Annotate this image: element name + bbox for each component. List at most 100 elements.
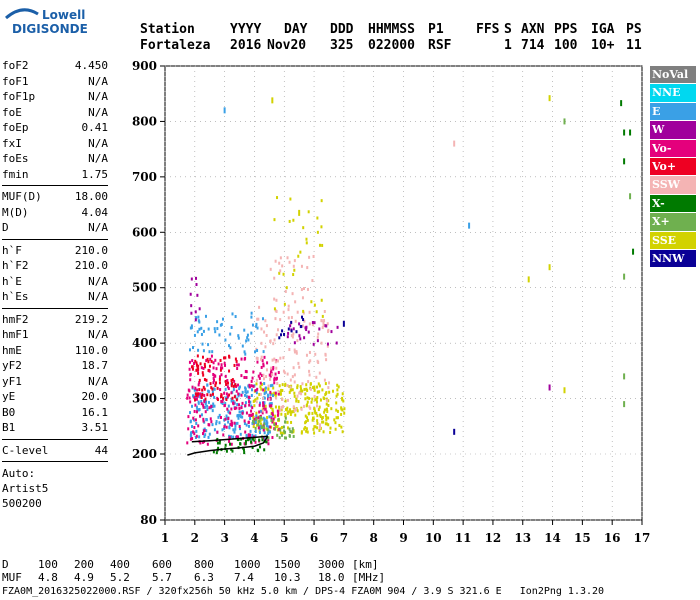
echo-point bbox=[277, 417, 280, 421]
echo-point bbox=[291, 388, 294, 392]
echo-point bbox=[296, 386, 299, 390]
param-foes: foEs N/A bbox=[2, 151, 108, 167]
echo-point bbox=[265, 419, 268, 423]
echo-point bbox=[196, 365, 199, 369]
echo-point bbox=[308, 373, 311, 377]
echo-point bbox=[271, 407, 274, 411]
echo-point bbox=[300, 431, 303, 435]
legend-vo-: Vo- bbox=[650, 139, 696, 157]
echo-point bbox=[206, 442, 209, 446]
echo-point bbox=[244, 401, 247, 405]
echo-point bbox=[295, 350, 298, 354]
echo-point bbox=[305, 353, 308, 357]
param-value: 44 bbox=[94, 443, 108, 457]
echo-point bbox=[275, 366, 278, 370]
y-tick-label: 80 bbox=[140, 513, 157, 527]
echo-point bbox=[280, 388, 283, 392]
echo-point bbox=[215, 367, 218, 371]
echo-point bbox=[285, 408, 288, 412]
echo-point bbox=[280, 433, 283, 437]
echo-point bbox=[194, 398, 197, 402]
echo-point bbox=[259, 392, 262, 396]
echo-point bbox=[201, 440, 204, 444]
echo-point bbox=[335, 416, 338, 420]
echo-point bbox=[256, 349, 259, 353]
echo-point bbox=[283, 371, 286, 375]
echo-point bbox=[271, 413, 274, 417]
param-name: D bbox=[2, 221, 9, 234]
scaled-parameters: foF2 4.450 foF1 N/A foF1p N/A foE N/A foEp 0.41 fx… bbox=[2, 58, 108, 511]
echo-point bbox=[198, 307, 201, 311]
echo-point bbox=[276, 433, 279, 437]
echo-point bbox=[267, 384, 270, 388]
echo-point bbox=[202, 373, 205, 377]
echo-point bbox=[255, 356, 258, 360]
echo-point bbox=[218, 375, 221, 379]
echo-point bbox=[229, 435, 232, 439]
echo-point bbox=[288, 260, 291, 264]
echo-point bbox=[248, 395, 251, 399]
echo-point bbox=[243, 357, 246, 361]
echo-point bbox=[313, 321, 316, 325]
echo-point bbox=[233, 421, 236, 425]
echo-point bbox=[230, 442, 233, 446]
echo-point bbox=[289, 324, 292, 328]
legend-noval: NoVal bbox=[650, 66, 696, 84]
echo-point bbox=[251, 406, 254, 410]
param-fof1p: foF1p N/A bbox=[2, 89, 108, 105]
echo-point bbox=[232, 402, 235, 406]
echo-point bbox=[229, 442, 232, 446]
echo-point bbox=[211, 392, 214, 396]
echo-point bbox=[196, 293, 199, 297]
echo-point bbox=[300, 392, 303, 396]
echo-point bbox=[228, 369, 231, 373]
echo-point bbox=[278, 384, 281, 388]
echo-point bbox=[264, 407, 267, 411]
echo-point bbox=[193, 396, 196, 400]
echo-point bbox=[308, 360, 311, 364]
echo-point bbox=[218, 413, 221, 417]
echo-point bbox=[213, 428, 216, 432]
echo-point bbox=[262, 409, 265, 413]
echo-point bbox=[203, 434, 206, 438]
echo-point bbox=[279, 256, 282, 260]
echo-point bbox=[312, 386, 315, 390]
echo-point bbox=[295, 351, 298, 355]
echo-point bbox=[620, 100, 623, 107]
echo-point bbox=[334, 427, 337, 431]
echo-point bbox=[262, 401, 265, 405]
echo-point bbox=[303, 319, 306, 323]
echo-point bbox=[247, 424, 250, 428]
param-value: 0.41 bbox=[81, 121, 109, 134]
echo-point bbox=[249, 433, 252, 437]
echo-point bbox=[288, 390, 291, 394]
x-tick-label: 17 bbox=[634, 531, 651, 545]
echo-point bbox=[292, 430, 295, 434]
echo-point bbox=[279, 392, 282, 396]
echo-point bbox=[256, 387, 259, 391]
echo-point bbox=[320, 341, 323, 345]
echo-point bbox=[227, 404, 230, 408]
echo-point bbox=[281, 389, 284, 393]
echo-point bbox=[241, 411, 244, 415]
echo-point bbox=[235, 406, 238, 410]
header-labels-4: HHMMSS bbox=[368, 22, 415, 37]
echo-point bbox=[223, 425, 226, 429]
echo-point bbox=[231, 381, 234, 385]
x-tick-label: 1 bbox=[161, 531, 169, 545]
echo-point bbox=[196, 394, 199, 398]
echo-point bbox=[224, 338, 227, 342]
echo-point bbox=[287, 316, 290, 320]
echo-point bbox=[280, 405, 283, 409]
echo-point bbox=[318, 390, 321, 394]
echo-point bbox=[318, 405, 321, 409]
param-name: yE bbox=[2, 390, 16, 403]
echo-point bbox=[316, 385, 319, 389]
echo-point bbox=[307, 380, 310, 384]
param-value: 210.0 bbox=[74, 259, 108, 272]
echo-point bbox=[259, 445, 262, 449]
echo-point bbox=[325, 407, 328, 411]
echo-point bbox=[245, 411, 248, 415]
echo-point bbox=[259, 422, 262, 426]
